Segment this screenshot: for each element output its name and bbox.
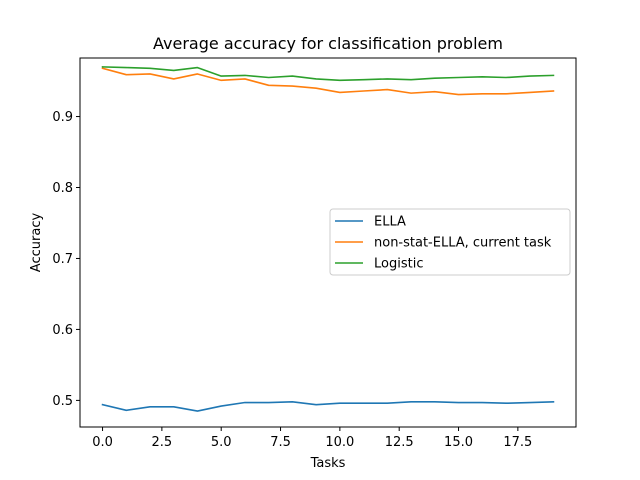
- x-tick-label: 12.5: [385, 435, 414, 450]
- x-axis: 0.0 2.5 5.0 7.5 10.0 12.5 15.0 17.5: [92, 427, 532, 450]
- legend-label-0: ELLA: [374, 215, 406, 230]
- legend-box: [329, 208, 571, 276]
- y-tick-label: 0.6: [52, 323, 73, 338]
- plot-series-group: [101, 66, 555, 412]
- x-tick-label: 0.0: [92, 435, 113, 450]
- y-tick-label: 0.9: [52, 110, 73, 125]
- chart-title: Average accuracy for classification prob…: [153, 34, 503, 53]
- x-tick-label: 10.0: [325, 435, 354, 450]
- x-tick-label: 15.0: [444, 435, 473, 450]
- plot-frame: [79, 57, 577, 428]
- series-line-0: [101, 400, 555, 412]
- x-tick-label: 5.0: [211, 435, 232, 450]
- legend-label-1: non-stat-ELLA, current task: [374, 236, 552, 251]
- y-tick-label: 0.7: [52, 252, 73, 267]
- series-line-1: [101, 67, 555, 96]
- series-line-2: [101, 66, 555, 82]
- x-tick-label: 17.5: [503, 435, 532, 450]
- y-axis-label: Accuracy: [29, 213, 44, 273]
- legend-label-2: Logistic: [374, 257, 423, 272]
- x-tick-label: 7.5: [270, 435, 291, 450]
- x-axis-label: Tasks: [310, 456, 346, 471]
- x-tick-label: 2.5: [152, 435, 173, 450]
- y-tick-label: 0.5: [52, 394, 73, 409]
- legend: ELLA non-stat-ELLA, current task Logistic: [329, 208, 571, 276]
- y-tick-label: 0.8: [52, 181, 73, 196]
- y-axis: 0.5 0.6 0.7 0.8 0.9: [52, 110, 80, 409]
